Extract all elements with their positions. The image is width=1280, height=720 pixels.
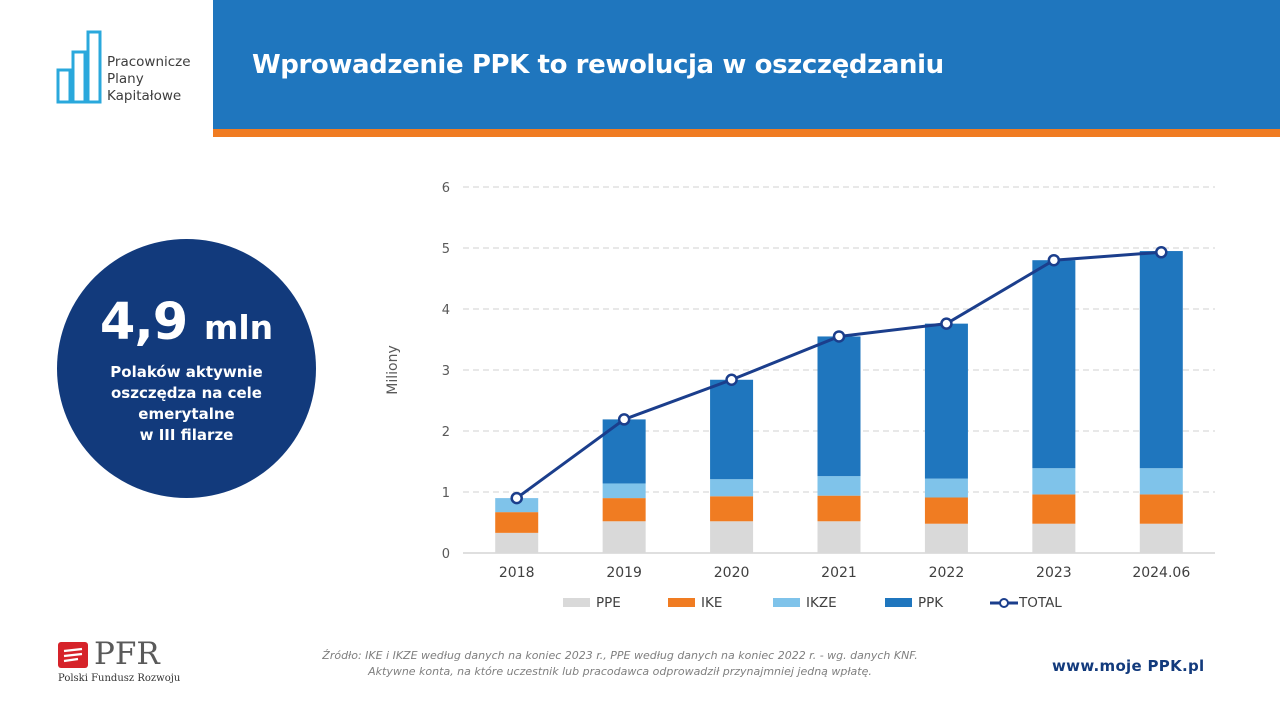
bar-ikze xyxy=(602,483,646,499)
x-tick-label: 2024.06 xyxy=(1132,565,1190,581)
x-tick-label: 2018 xyxy=(499,565,535,581)
legend-label: PPE xyxy=(596,595,621,611)
legend-label: PPK xyxy=(918,595,944,611)
legend-swatch-total-marker xyxy=(999,598,1009,608)
total-point xyxy=(940,317,953,330)
bar-ikze xyxy=(495,498,539,513)
total-point xyxy=(1047,253,1061,267)
highlight-value: 4,9 xyxy=(99,293,188,352)
bar-ike xyxy=(602,498,646,522)
legend-swatch-ikze xyxy=(773,598,800,607)
y-tick-label: 1 xyxy=(442,486,450,501)
bar-ppe xyxy=(710,521,754,553)
y-tick-label: 0 xyxy=(442,547,450,562)
highlight-number: 4,9 mln xyxy=(57,293,316,352)
bar-ppe xyxy=(1032,523,1076,553)
header: Pracownicze Plany Kapitałowe Wprowadzeni… xyxy=(0,0,1280,137)
bar-ppe xyxy=(924,523,968,553)
bar-ppk xyxy=(1139,251,1183,469)
source-line: Aktywne konta, na które uczestnik lub pr… xyxy=(368,665,872,678)
total-point xyxy=(1155,246,1168,259)
total-point xyxy=(510,491,523,505)
x-tick-label: 2021 xyxy=(821,565,857,581)
bar-ikze xyxy=(1032,468,1076,495)
legend-label: IKZE xyxy=(806,595,837,611)
stacked-bar-chart: 0 1 2 3 4 5 6 Miliony 2018 2019 2020 2021 2022 2023 20… xyxy=(385,181,1215,611)
highlight-unit: mln xyxy=(203,308,274,347)
pfr-mark-icon xyxy=(58,642,88,668)
title-band xyxy=(213,0,1280,129)
bar-ppk xyxy=(924,323,968,479)
bar-ppe xyxy=(817,521,861,553)
bar-ike xyxy=(1139,494,1183,524)
page-title: Wprowadzenie PPK to rewolucja w oszczędz… xyxy=(252,50,944,80)
logo-line: Pracownicze xyxy=(107,54,191,70)
highlight-line: Polaków aktywnie xyxy=(110,363,263,381)
y-tick-label: 4 xyxy=(442,303,450,318)
bar-ppe xyxy=(602,521,646,553)
total-point xyxy=(617,413,631,426)
highlight-circle: 4,9 mln Polaków aktywnie oszczędza na ce… xyxy=(57,239,316,498)
highlight-description: Polaków aktywnie oszczędza na cele emery… xyxy=(77,362,296,446)
y-tick-label: 2 xyxy=(442,425,450,440)
legend-swatch-ppe xyxy=(563,598,590,607)
y-tick-label: 6 xyxy=(442,181,450,196)
accent-line xyxy=(213,129,1280,137)
x-tick-label: 2022 xyxy=(929,565,965,581)
x-tick-label: 2020 xyxy=(714,565,750,581)
x-tick-label: 2019 xyxy=(606,565,642,581)
logo-line: Kapitałowe xyxy=(107,88,182,104)
bar-ike xyxy=(1032,494,1076,524)
y-tick-label: 5 xyxy=(442,242,450,257)
total-point xyxy=(832,330,846,343)
x-tick-label: 2023 xyxy=(1036,565,1072,581)
bar-ppk xyxy=(1032,260,1076,469)
source-line: Źródło: IKE i IKZE według danych na koni… xyxy=(322,649,918,662)
website-link[interactable]: www.moje PPK.pl xyxy=(1052,657,1205,675)
legend-label: IKE xyxy=(701,595,722,611)
pfr-subtitle: Polski Fundusz Rozwoju xyxy=(58,673,181,684)
legend-swatch-ike xyxy=(668,598,695,607)
source-note: Źródło: IKE i IKZE według danych na koni… xyxy=(300,648,940,680)
bar-ike xyxy=(817,495,861,522)
highlight-line: emerytalne xyxy=(138,405,235,423)
bar-ikze xyxy=(924,478,968,498)
legend-swatch-ppk xyxy=(885,598,912,607)
legend-label: TOTAL xyxy=(1018,595,1062,611)
logo-text: Pracownicze Plany Kapitałowe xyxy=(107,54,207,105)
bar-ike xyxy=(924,497,968,524)
logo-area: Pracownicze Plany Kapitałowe xyxy=(0,0,213,137)
pfr-wordmark: PFR xyxy=(94,636,160,672)
bar-ikze xyxy=(817,476,861,496)
ppk-logo-icon xyxy=(56,30,102,104)
bar-ppe xyxy=(1139,523,1183,553)
bar-ike xyxy=(495,512,539,533)
logo-line: Plany xyxy=(107,71,144,87)
bar-ikze xyxy=(710,479,754,497)
bar-ppk xyxy=(710,379,754,480)
y-tick-label: 3 xyxy=(442,364,450,379)
y-axis-label: Miliony xyxy=(385,345,401,394)
bar-ppe xyxy=(495,532,539,553)
bar-ikze xyxy=(1139,468,1183,495)
bar-ppk xyxy=(817,336,861,477)
highlight-line: oszczędza na cele xyxy=(111,384,262,402)
total-point xyxy=(725,373,738,387)
highlight-line: w III filarze xyxy=(139,426,234,444)
bar-ike xyxy=(710,496,754,522)
